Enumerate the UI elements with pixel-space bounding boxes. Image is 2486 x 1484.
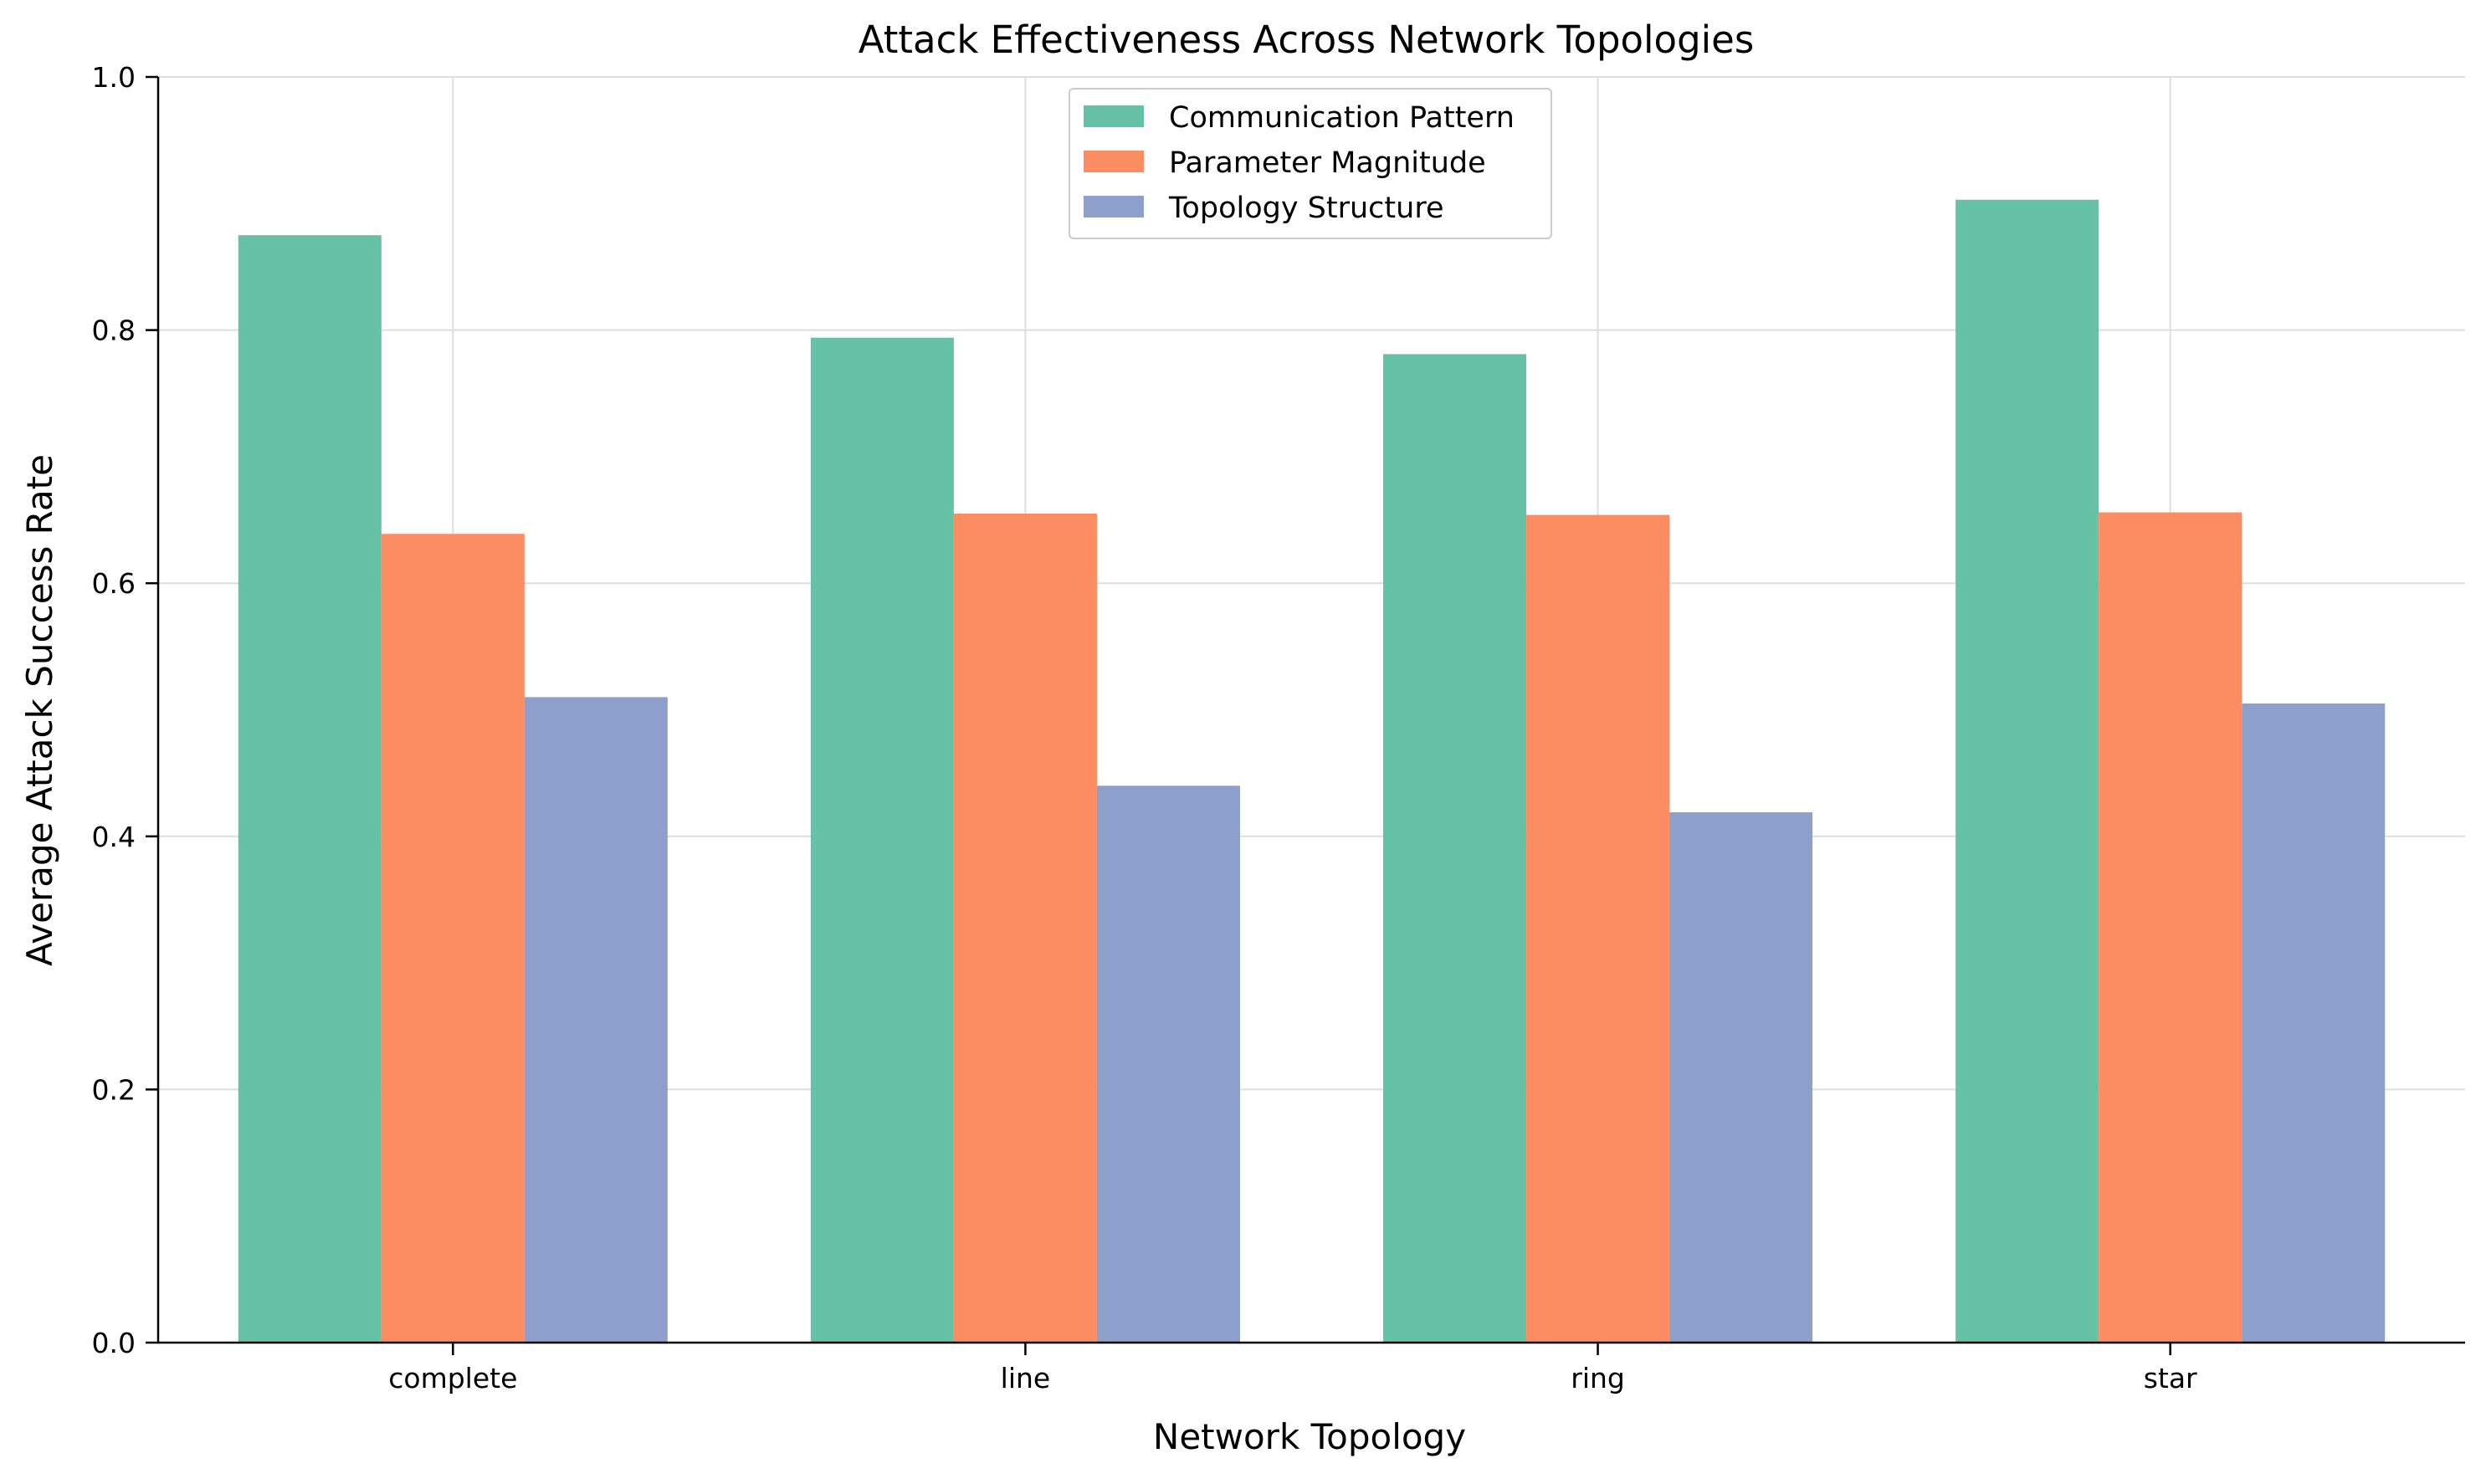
- bar-line-parameter-magnitude: [953, 513, 1097, 1343]
- y-tick-label: 1.0: [92, 61, 136, 94]
- y-axis-label: Average Attack Success Rate: [19, 454, 60, 966]
- bar-ring-communication-pattern: [1383, 354, 1527, 1343]
- x-axis-label: Network Topology: [1153, 1416, 1466, 1457]
- x-tick-label: ring: [1571, 1362, 1625, 1394]
- axes: [146, 75, 2465, 1355]
- y-tick-label: 0.4: [92, 821, 136, 853]
- x-tick-label: star: [2144, 1362, 2197, 1394]
- legend: Communication Pattern Parameter Magnitude…: [1069, 88, 1552, 239]
- bar-line-communication-pattern: [810, 337, 954, 1343]
- bar-star-parameter-magnitude: [2099, 512, 2243, 1343]
- bar-star-topology-structure: [2242, 703, 2386, 1343]
- chart-title: Attack Effectiveness Across Network Topo…: [859, 18, 1755, 62]
- bar-star-communication-pattern: [1955, 199, 2099, 1343]
- legend-swatch: [1084, 196, 1144, 217]
- legend-entry: Communication Pattern: [1169, 101, 1515, 135]
- x-tick-label: complete: [388, 1362, 517, 1394]
- legend-swatch: [1084, 105, 1144, 127]
- y-tick-label: 0.2: [92, 1073, 136, 1106]
- y-tick-label: 0.0: [92, 1327, 136, 1359]
- y-tick-label: 0.6: [92, 567, 136, 600]
- legend-entry: Parameter Magnitude: [1169, 146, 1486, 180]
- tick-labels: 0.0 0.2 0.4 0.6 0.8 1.0 complete line ring star: [92, 61, 2198, 1394]
- bar-line-topology-structure: [1096, 785, 1240, 1343]
- x-tick-label: line: [1001, 1362, 1051, 1394]
- bar-ring-parameter-magnitude: [1526, 514, 1670, 1343]
- bar-ring-topology-structure: [1669, 812, 1813, 1343]
- bar-complete-topology-structure: [524, 697, 668, 1343]
- y-tick-label: 0.8: [92, 315, 136, 347]
- legend-frame: [1069, 88, 1552, 239]
- bar-complete-parameter-magnitude: [381, 534, 525, 1343]
- legend-swatch: [1084, 151, 1144, 172]
- legend-entry: Topology Structure: [1168, 192, 1443, 225]
- bars: [238, 199, 2386, 1343]
- bar-complete-communication-pattern: [238, 235, 382, 1343]
